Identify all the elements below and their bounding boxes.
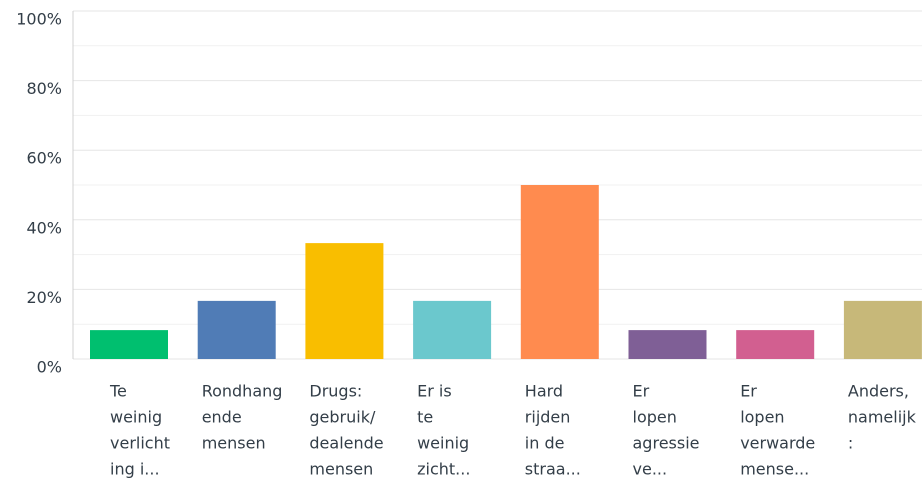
bar xyxy=(413,300,492,359)
x-tick-label: gebruik/ xyxy=(309,408,376,427)
x-tick-label: agressie xyxy=(633,434,700,453)
x-tick-label: mensen xyxy=(202,434,266,453)
x-tick-label: Anders, xyxy=(848,382,909,401)
x-tick-label: Er xyxy=(633,382,650,401)
y-tick-label: 60% xyxy=(26,149,62,168)
x-tick-label: zicht... xyxy=(417,460,470,479)
bar xyxy=(628,330,707,359)
x-tick-label: lopen xyxy=(740,408,784,427)
bar xyxy=(736,330,815,359)
y-tick-label: 40% xyxy=(26,218,62,237)
y-tick-label: 80% xyxy=(26,79,62,98)
x-tick-label: Te xyxy=(109,382,127,401)
x-tick-label: weinig xyxy=(417,434,469,453)
x-tick-label: in de xyxy=(525,434,565,453)
x-tick-label: Er xyxy=(740,382,757,401)
x-tick-label: straa... xyxy=(525,460,581,479)
x-tick-label: namelijk xyxy=(848,408,917,427)
x-tick-label: verlicht xyxy=(110,434,170,453)
x-tick-label: mense... xyxy=(740,460,809,479)
x-tick-label: ende xyxy=(202,408,242,427)
bar xyxy=(197,300,276,359)
x-tick-label: weinig xyxy=(110,408,162,427)
x-tick-label: Drugs: xyxy=(309,382,362,401)
x-tick-label: ing i... xyxy=(110,460,160,479)
x-tick-label: Rondhang xyxy=(202,382,283,401)
x-tick-label: rijden xyxy=(525,408,571,427)
x-tick-label: te xyxy=(417,408,433,427)
bar xyxy=(520,185,599,359)
bar xyxy=(90,330,168,359)
x-tick-label: lopen xyxy=(633,408,677,427)
x-tick-label: ve... xyxy=(633,460,668,479)
x-tick-label: Er is xyxy=(417,382,452,401)
x-tick-label: : xyxy=(848,434,853,453)
bar xyxy=(843,300,922,359)
x-tick-label: verwarde xyxy=(740,434,815,453)
y-tick-label: 20% xyxy=(26,288,62,307)
x-tick-label: dealende xyxy=(309,434,383,453)
bar xyxy=(305,243,384,359)
x-tick-label: mensen xyxy=(309,460,373,479)
y-tick-label: 100% xyxy=(16,10,62,29)
x-tick-label: Hard xyxy=(525,382,563,401)
y-tick-label: 0% xyxy=(37,358,62,377)
